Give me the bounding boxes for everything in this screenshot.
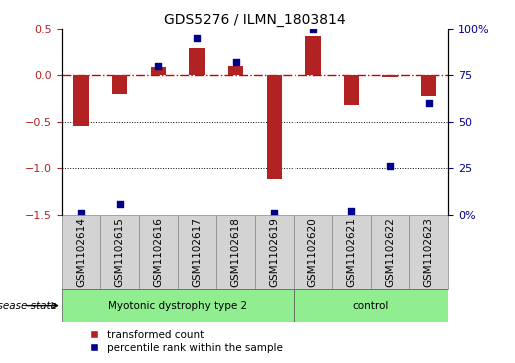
Text: GSM1102615: GSM1102615: [115, 217, 125, 287]
Text: GSM1102620: GSM1102620: [308, 217, 318, 287]
Text: disease state: disease state: [0, 301, 57, 311]
Text: GSM1102619: GSM1102619: [269, 217, 279, 287]
Bar: [73, 76, 89, 126]
Bar: [189, 48, 204, 76]
Point: [347, 208, 355, 214]
Bar: [305, 36, 320, 76]
Point: [193, 36, 201, 41]
Text: GSM1102623: GSM1102623: [424, 217, 434, 287]
FancyBboxPatch shape: [62, 289, 294, 322]
Bar: [228, 66, 243, 76]
FancyBboxPatch shape: [100, 215, 139, 289]
FancyBboxPatch shape: [294, 215, 332, 289]
Text: GSM1102621: GSM1102621: [347, 217, 356, 287]
Bar: [382, 76, 398, 77]
FancyBboxPatch shape: [409, 215, 448, 289]
Point: [115, 201, 124, 207]
Text: control: control: [353, 301, 389, 311]
FancyBboxPatch shape: [255, 215, 294, 289]
FancyBboxPatch shape: [371, 215, 409, 289]
FancyBboxPatch shape: [62, 215, 100, 289]
FancyBboxPatch shape: [139, 215, 178, 289]
Title: GDS5276 / ILMN_1803814: GDS5276 / ILMN_1803814: [164, 13, 346, 26]
Text: GSM1102622: GSM1102622: [385, 217, 395, 287]
Point: [77, 210, 85, 216]
Point: [154, 63, 163, 69]
Point: [386, 163, 394, 169]
FancyBboxPatch shape: [332, 215, 371, 289]
Point: [309, 26, 317, 32]
FancyBboxPatch shape: [178, 215, 216, 289]
Bar: [344, 76, 359, 105]
Legend: transformed count, percentile rank within the sample: transformed count, percentile rank withi…: [87, 327, 285, 355]
Bar: [150, 67, 166, 76]
Point: [424, 101, 433, 106]
Text: Myotonic dystrophy type 2: Myotonic dystrophy type 2: [108, 301, 247, 311]
Text: GSM1102617: GSM1102617: [192, 217, 202, 287]
Text: GSM1102618: GSM1102618: [231, 217, 241, 287]
Bar: [267, 76, 282, 179]
Bar: [421, 76, 437, 96]
Text: GSM1102616: GSM1102616: [153, 217, 163, 287]
Text: GSM1102614: GSM1102614: [76, 217, 86, 287]
Bar: [112, 76, 128, 94]
Point: [270, 210, 278, 216]
FancyBboxPatch shape: [216, 215, 255, 289]
FancyBboxPatch shape: [294, 289, 448, 322]
Point: [232, 60, 240, 65]
